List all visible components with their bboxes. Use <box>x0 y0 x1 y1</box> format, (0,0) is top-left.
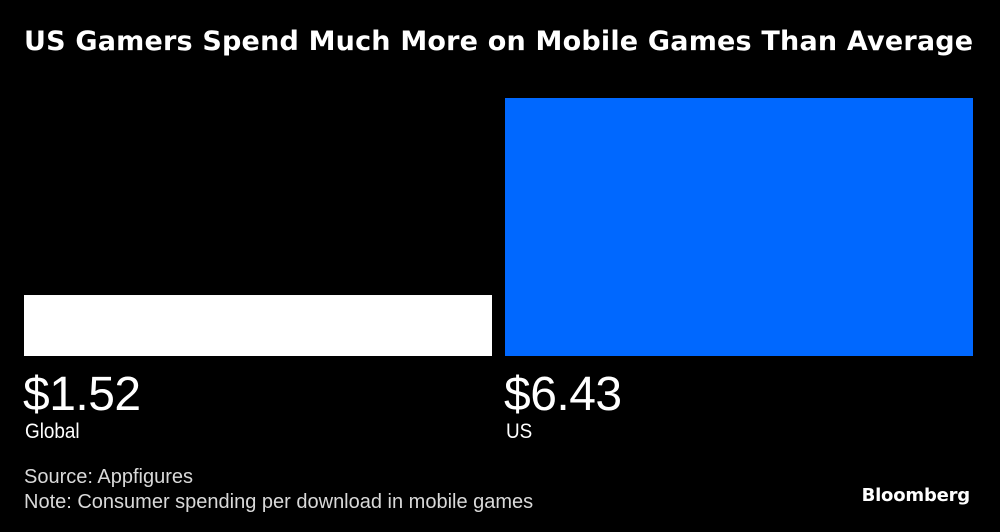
category-label-us: US <box>506 420 533 443</box>
source-note: Source: Appfigures <box>24 466 193 488</box>
category-label-global: Global <box>25 420 80 443</box>
bar-global <box>24 295 492 356</box>
bloomberg-logo: Bloomberg <box>861 485 971 506</box>
footnote: Note: Consumer spending per download in … <box>24 491 534 513</box>
value-label-global: $1.52 <box>23 368 141 421</box>
chart-footer: Source: Appfigures Note: Consumer spendi… <box>24 465 533 515</box>
value-label-us: $6.43 <box>504 368 622 421</box>
bar-us <box>505 98 973 356</box>
chart-title: US Gamers Spend Much More on Mobile Game… <box>24 26 974 57</box>
